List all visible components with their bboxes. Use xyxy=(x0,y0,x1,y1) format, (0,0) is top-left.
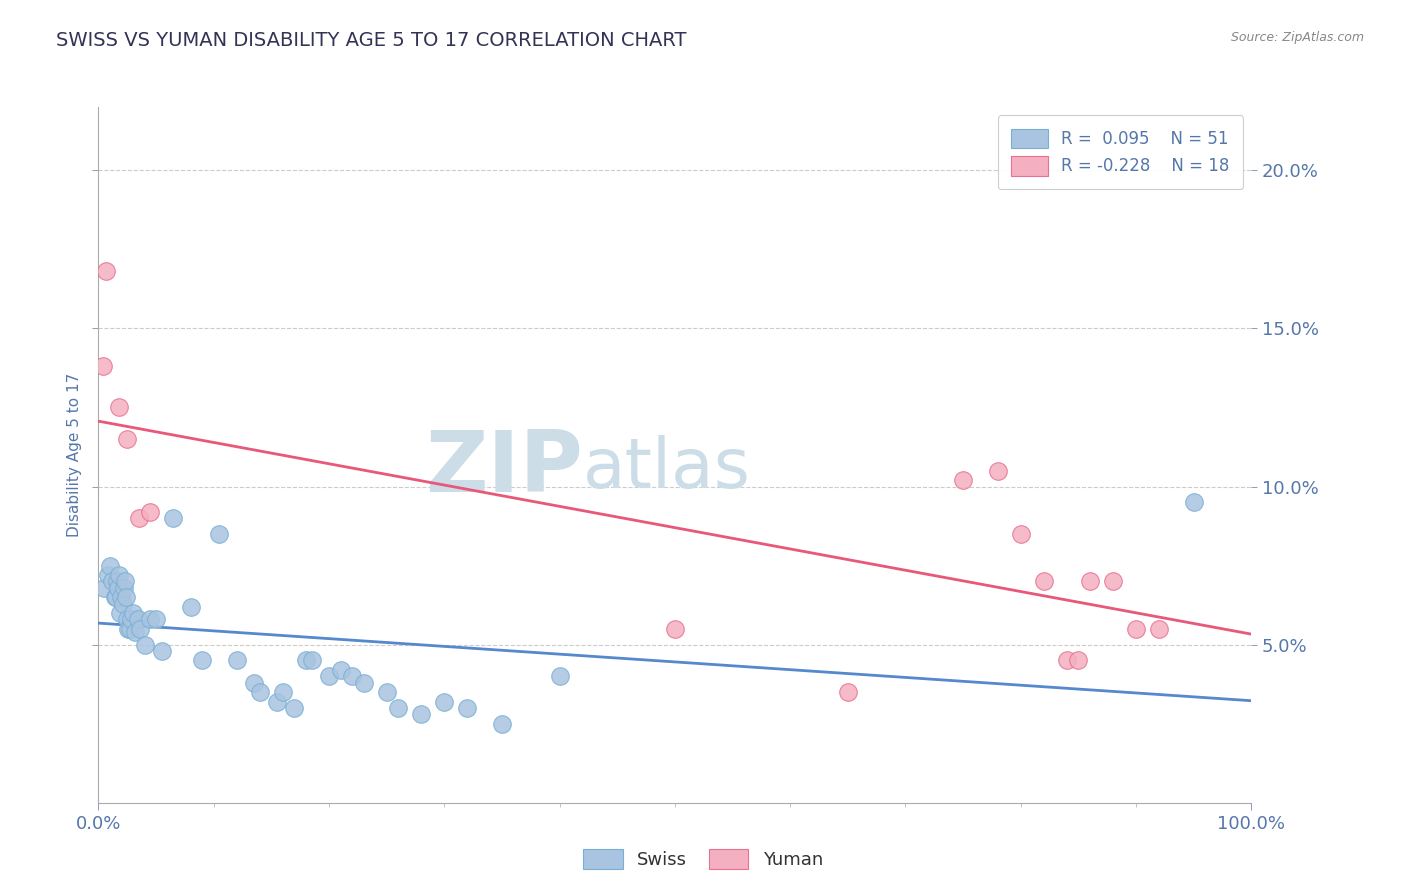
Text: Source: ZipAtlas.com: Source: ZipAtlas.com xyxy=(1230,31,1364,45)
Point xyxy=(107,581,129,595)
Point xyxy=(387,701,409,715)
Point xyxy=(110,606,132,620)
Point xyxy=(283,701,305,715)
Point xyxy=(97,568,120,582)
Point xyxy=(1056,653,1078,667)
Point xyxy=(301,653,323,667)
Point xyxy=(117,622,139,636)
Point xyxy=(93,581,115,595)
Point xyxy=(114,574,136,589)
Point xyxy=(128,511,150,525)
Point xyxy=(101,574,124,589)
Point xyxy=(952,473,974,487)
Point xyxy=(98,558,121,573)
Point xyxy=(127,612,149,626)
Point xyxy=(134,638,156,652)
Point xyxy=(266,695,288,709)
Point xyxy=(124,625,146,640)
Point xyxy=(191,653,214,667)
Point xyxy=(208,527,231,541)
Point xyxy=(987,464,1010,478)
Text: atlas: atlas xyxy=(582,435,751,502)
Point xyxy=(243,675,266,690)
Text: SWISS VS YUMAN DISABILITY AGE 5 TO 17 CORRELATION CHART: SWISS VS YUMAN DISABILITY AGE 5 TO 17 CO… xyxy=(56,31,686,50)
Point xyxy=(271,685,294,699)
Legend: R =  0.095    N = 51, R = -0.228    N = 18: R = 0.095 N = 51, R = -0.228 N = 18 xyxy=(998,115,1243,189)
Point xyxy=(104,591,127,605)
Point xyxy=(111,597,134,611)
Point xyxy=(329,663,352,677)
Point xyxy=(118,622,141,636)
Point xyxy=(1102,574,1125,589)
Point xyxy=(145,612,167,626)
Point xyxy=(249,685,271,699)
Point xyxy=(103,591,125,605)
Point xyxy=(117,432,139,446)
Point xyxy=(120,612,142,626)
Point xyxy=(96,264,118,278)
Point xyxy=(105,574,128,589)
Point xyxy=(122,606,145,620)
Point xyxy=(150,644,173,658)
Point xyxy=(180,599,202,614)
Point xyxy=(1182,495,1205,509)
Point xyxy=(456,701,478,715)
Point xyxy=(108,568,131,582)
Point xyxy=(375,685,398,699)
Point xyxy=(1125,622,1147,636)
Point xyxy=(295,653,318,667)
Point xyxy=(139,612,162,626)
Point xyxy=(108,401,131,415)
Point xyxy=(1067,653,1090,667)
Point xyxy=(1078,574,1101,589)
Point xyxy=(139,505,162,519)
Point xyxy=(110,591,132,605)
Point xyxy=(837,685,859,699)
Point xyxy=(664,622,686,636)
Point xyxy=(1147,622,1170,636)
Text: ZIP: ZIP xyxy=(425,427,582,510)
Point xyxy=(318,669,340,683)
Point xyxy=(1010,527,1032,541)
Point xyxy=(162,511,184,525)
Y-axis label: Disability Age 5 to 17: Disability Age 5 to 17 xyxy=(66,373,82,537)
Point xyxy=(491,716,513,731)
Point xyxy=(225,653,247,667)
Point xyxy=(353,675,375,690)
Point xyxy=(117,612,139,626)
Point xyxy=(340,669,363,683)
Point xyxy=(548,669,571,683)
Point xyxy=(433,695,456,709)
Point xyxy=(115,591,138,605)
Point xyxy=(112,581,135,595)
Point xyxy=(91,359,114,374)
Point xyxy=(411,707,433,722)
Legend: Swiss, Yuman: Swiss, Yuman xyxy=(574,839,832,879)
Point xyxy=(1032,574,1054,589)
Point xyxy=(129,622,152,636)
